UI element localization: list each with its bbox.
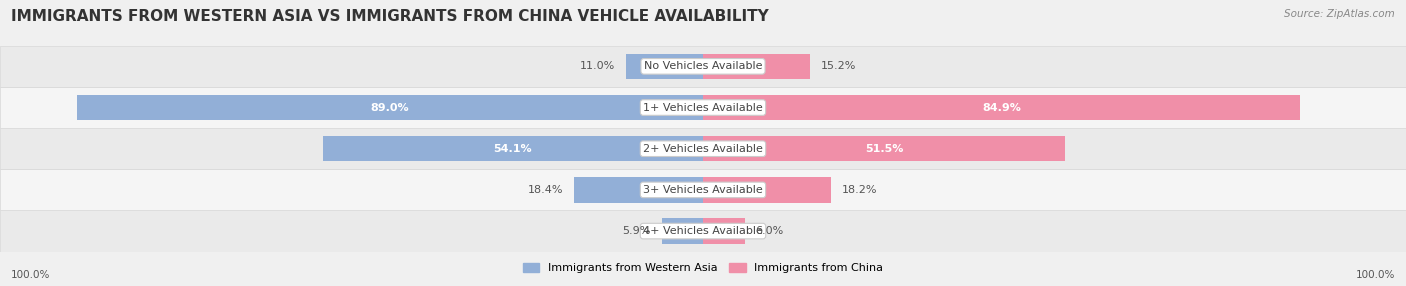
Text: 100.0%: 100.0% xyxy=(11,270,51,280)
Legend: Immigrants from Western Asia, Immigrants from China: Immigrants from Western Asia, Immigrants… xyxy=(519,258,887,278)
Bar xyxy=(703,218,745,244)
Text: 1+ Vehicles Available: 1+ Vehicles Available xyxy=(643,103,763,112)
Text: 15.2%: 15.2% xyxy=(821,61,856,71)
Text: Source: ZipAtlas.com: Source: ZipAtlas.com xyxy=(1284,9,1395,19)
Bar xyxy=(703,177,831,203)
Text: IMMIGRANTS FROM WESTERN ASIA VS IMMIGRANTS FROM CHINA VEHICLE AVAILABILITY: IMMIGRANTS FROM WESTERN ASIA VS IMMIGRAN… xyxy=(11,9,769,23)
Text: 18.2%: 18.2% xyxy=(841,185,877,195)
Text: 51.5%: 51.5% xyxy=(865,144,903,154)
Text: 84.9%: 84.9% xyxy=(981,103,1021,112)
Text: 18.4%: 18.4% xyxy=(527,185,564,195)
Bar xyxy=(703,136,1066,162)
Text: 5.9%: 5.9% xyxy=(623,226,651,236)
Bar xyxy=(0,46,1406,87)
Text: 4+ Vehicles Available: 4+ Vehicles Available xyxy=(643,226,763,236)
Bar xyxy=(0,87,1406,128)
Text: 100.0%: 100.0% xyxy=(1355,270,1395,280)
Text: 54.1%: 54.1% xyxy=(494,144,531,154)
Bar xyxy=(703,53,810,79)
Bar xyxy=(0,169,1406,210)
Text: 3+ Vehicles Available: 3+ Vehicles Available xyxy=(643,185,763,195)
Text: No Vehicles Available: No Vehicles Available xyxy=(644,61,762,71)
Bar xyxy=(0,210,1406,252)
Bar xyxy=(662,218,703,244)
Bar xyxy=(77,95,703,120)
Text: 6.0%: 6.0% xyxy=(756,226,785,236)
Bar xyxy=(626,53,703,79)
Text: 2+ Vehicles Available: 2+ Vehicles Available xyxy=(643,144,763,154)
Text: 89.0%: 89.0% xyxy=(371,103,409,112)
Text: 11.0%: 11.0% xyxy=(579,61,616,71)
Bar xyxy=(574,177,703,203)
Bar xyxy=(703,95,1301,120)
Bar xyxy=(322,136,703,162)
Bar xyxy=(0,128,1406,169)
